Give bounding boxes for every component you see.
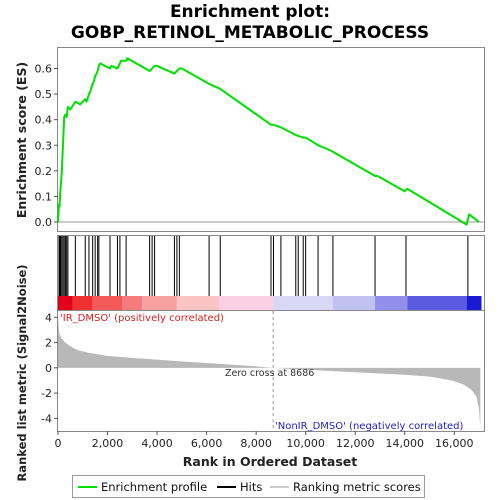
x-tick-label: 14,000 [385, 437, 424, 450]
es-y-tick-label: 0.2 [35, 165, 53, 178]
x-tick-label: 2,000 [92, 437, 124, 450]
es-y-tick-label: 0.4 [35, 114, 53, 127]
es-panel-frame [57, 47, 485, 232]
heatmap-segment [466, 296, 482, 310]
x-tick-label: 0 [55, 437, 62, 450]
chart-title-line1: Enrichment plot: [170, 2, 330, 22]
x-tick-label: 6,000 [191, 437, 223, 450]
zero-cross-label: Zero cross at 8686 [225, 368, 314, 379]
metric-y-tick-label: 4 [45, 311, 52, 324]
metric-axis-label: Ranked list metric (Signal2Noise) [15, 264, 29, 481]
positive-correlation-label: 'IR_DMSO' (positively correlated) [60, 313, 224, 324]
heatmap-segment [58, 296, 73, 310]
x-tick-label: 4,000 [141, 437, 173, 450]
ranking-metric-area [58, 317, 481, 428]
metric-panel-frame [57, 310, 485, 432]
legend-label-enrichment-profile: Enrichment profile [101, 480, 207, 494]
es-y-tick-label: 0.5 [35, 88, 53, 101]
heatmap-segment [375, 296, 408, 310]
metric-y-tick-label: -2 [41, 387, 52, 400]
metric-y-ticks: 4 2 0 -2 -4 [41, 311, 58, 425]
metric-y-tick-label: -4 [41, 412, 52, 425]
chart-title-line2: GOBP_RETINOL_METABOLIC_PROCESS [71, 23, 429, 43]
x-ticks: 0 2,000 4,000 6,000 8,000 10,000 12,000 14,000 1… [55, 431, 474, 450]
hit-marks [58, 236, 469, 296]
heatmap-segment [273, 296, 333, 310]
es-y-tick-label: 0.1 [35, 190, 53, 203]
heatmap-segment [407, 296, 467, 310]
heatmap-segment [122, 296, 143, 310]
heatmap-segment [72, 296, 93, 310]
metric-y-tick-label: 0 [45, 362, 52, 375]
es-y-ticks: 0.0 0.1 0.2 0.3 0.4 0.5 0.6 [35, 62, 58, 229]
heatmap-segment [218, 296, 274, 310]
heatmap-segment [142, 296, 177, 310]
x-tick-label: 12,000 [336, 437, 375, 450]
rank-heatmap-bar [58, 296, 482, 310]
es-axis-label: Enrichment score (ES) [14, 62, 29, 218]
x-tick-label: 16,000 [435, 437, 474, 450]
legend-box [72, 475, 425, 498]
es-y-tick-label: 0.3 [35, 139, 53, 152]
x-axis-label: Rank in Ordered Dataset [183, 454, 357, 469]
es-y-tick-label: 0.6 [35, 62, 53, 75]
metric-y-tick-label: 2 [45, 337, 52, 350]
x-tick-label: 8,000 [240, 437, 272, 450]
legend-label-ranking-metric: Ranking metric scores [293, 480, 421, 494]
legend: Enrichment profile Hits Ranking metric s… [72, 475, 425, 498]
es-y-tick-label: 0.0 [35, 216, 53, 229]
zero-lines [58, 221, 484, 431]
heatmap-segment [332, 296, 376, 310]
ranking-metric-fill [58, 317, 481, 428]
es-series-line [57, 57, 480, 226]
legend-label-hits: Hits [240, 480, 262, 494]
es-curve-layer [57, 57, 480, 226]
heatmap-segment [92, 296, 123, 310]
heatmap-segment [176, 296, 219, 310]
negative-correlation-label: 'NonIR_DMSO' (negatively correlated) [275, 421, 463, 432]
x-tick-label: 10,000 [286, 437, 325, 450]
